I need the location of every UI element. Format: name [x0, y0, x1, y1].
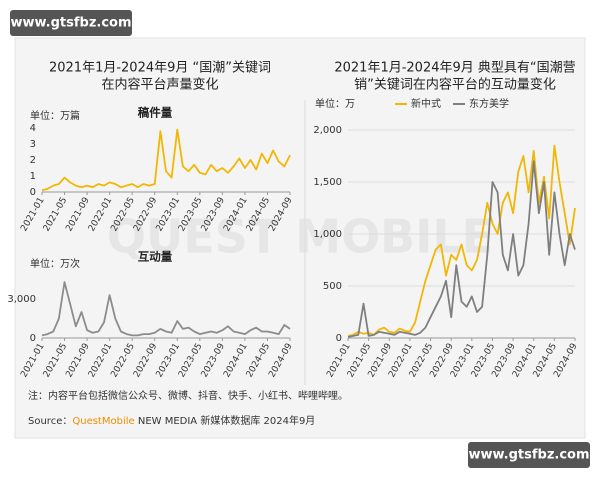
watermark-box [468, 442, 590, 468]
legend-label: 东方美学 [469, 97, 509, 110]
source-brand: QuestMobile [72, 416, 134, 427]
y-tick-label: 4 [30, 123, 36, 134]
y-tick-label: 3 [30, 139, 36, 150]
source-prefix: Source： [28, 416, 72, 427]
y-tick-label: 2 [30, 155, 36, 166]
panel-title: 2021年1月-2024年9月 典型具有“国潮营 [334, 61, 575, 76]
series-line [41, 128, 291, 192]
y-tick-label: 0 [30, 333, 36, 344]
unit-label: 单位：万次 [30, 257, 80, 270]
watermark: www.gtsfbz.com [468, 448, 589, 463]
unit-label: 单位：万 [315, 97, 355, 110]
footnote: 注：内容平台包括微信公众号、微博、抖音、快手、小红书、哔哩哔哩。 [28, 389, 348, 402]
panel [14, 37, 586, 439]
chart-title: 稿件量 [138, 106, 173, 120]
y-tick-label: 0 [30, 187, 36, 198]
panel-title: 2021年1月-2024年9月 “国潮”关键词 [49, 61, 271, 76]
y-tick-label: 1,500 [313, 177, 342, 188]
panel-title: 销”关键词在内容平台的互动量变化 [354, 77, 556, 93]
y-tick-label: 1,000 [313, 229, 342, 240]
watermark: www.gtsfbz.com [10, 16, 131, 31]
series-line [347, 160, 576, 338]
legend-label: 新中式 [411, 97, 441, 110]
y-tick-label: 2,000 [313, 125, 342, 136]
background-watermark: QUEST MOBILE [107, 210, 493, 264]
y-tick-label: 3,000 [7, 294, 36, 305]
watermark-box [10, 10, 132, 36]
unit-label: 单位：万篇 [30, 109, 80, 122]
source-rest: NEW MEDIA 新媒体数据库 2024年9月 [135, 414, 316, 427]
series-line [41, 281, 291, 337]
y-tick-label: 0 [336, 333, 342, 344]
chart-title: 互动量 [138, 250, 173, 264]
series-line [347, 144, 576, 337]
y-tick-label: 500 [323, 281, 342, 292]
panel-title: 在内容平台声量变化 [101, 77, 218, 93]
source: Source：QuestMobile NEW MEDIA 新媒体数据库 2024… [28, 414, 315, 427]
y-tick-label: 1 [30, 171, 36, 182]
